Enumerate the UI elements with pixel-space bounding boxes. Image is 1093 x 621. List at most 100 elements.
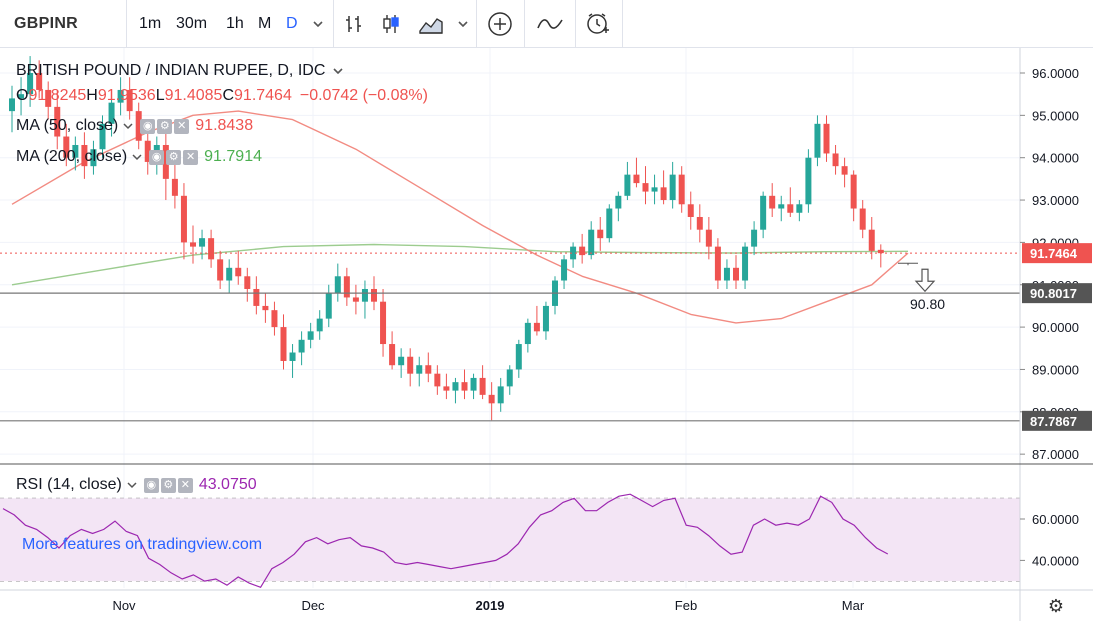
candle-body (787, 204, 794, 213)
high-value: 91.9536 (97, 87, 156, 104)
ohlc-legend: O 91.8245 H 91.9536 L 91.4085 C 91.7464 … (16, 87, 428, 105)
candle-body (506, 369, 513, 387)
candles-icon (383, 15, 399, 33)
interval-30m-button[interactable]: 30m (176, 15, 208, 32)
candle-body (497, 386, 504, 404)
candle-body (868, 229, 875, 251)
ma200-label: MA (200, close) (16, 148, 128, 165)
candle-body (805, 157, 812, 205)
candle-body (434, 373, 441, 387)
candle-body (180, 195, 187, 243)
close-icon[interactable]: ✕ (174, 118, 190, 134)
interval-day-button[interactable]: D (286, 15, 298, 32)
gear-icon[interactable]: ⚙ (166, 149, 182, 165)
interval-month-button[interactable]: M (258, 15, 272, 32)
candle-body (54, 106, 61, 137)
candle-body (199, 238, 206, 247)
candle-body (36, 73, 43, 90)
candle-body (823, 123, 830, 154)
close-icon[interactable]: ✕ (183, 149, 199, 165)
candle-body (669, 174, 676, 201)
candle-body (841, 166, 848, 175)
bar-style-button[interactable] (343, 0, 365, 48)
x-tick-label: 2019 (476, 598, 505, 613)
interval-1h-button[interactable]: 1h (226, 15, 244, 32)
ma50-legend: MA (50, close) ◉ ⚙ ✕ 91.8438 (16, 117, 253, 135)
chart-style-dropdown[interactable] (456, 0, 470, 48)
candle-body (742, 246, 749, 281)
gear-icon: ⚙ (1048, 596, 1064, 616)
indicators-button[interactable] (536, 0, 564, 48)
candle-body (244, 276, 251, 289)
candle-body (144, 140, 151, 162)
add-compare-icon (488, 12, 512, 36)
ma50-value: 91.8438 (195, 117, 254, 134)
compare-symbol-button[interactable] (487, 0, 513, 48)
chevron-down-icon[interactable] (331, 64, 345, 78)
down-arrow-icon (914, 268, 936, 293)
candle-body (515, 344, 522, 370)
x-tick-label: Mar (842, 598, 865, 613)
rsi-band (0, 498, 1020, 582)
chart-canvas[interactable]: 90.80 96.000095.000094.000093.000092.000… (0, 48, 1093, 621)
ma50-layer (11, 110, 909, 324)
candle-body (162, 144, 169, 179)
candle-body (561, 259, 568, 281)
chevron-down-icon[interactable] (122, 120, 134, 132)
tradingview-watermark[interactable]: More features on tradingview.com (22, 536, 263, 553)
toolbar-divider (476, 0, 477, 48)
close-icon[interactable]: ✕ (177, 477, 193, 493)
axes: 96.000095.000094.000093.000092.000091.00… (0, 48, 1093, 621)
eye-icon[interactable]: ◉ (140, 118, 156, 134)
main-legend-title: BRITISH POUND / INDIAN RUPEE, D, IDC (16, 62, 345, 80)
candle-body (723, 267, 730, 281)
candle-body (425, 365, 432, 374)
candle-body (452, 382, 459, 391)
candle-body (389, 344, 396, 366)
area-style-button[interactable] (418, 0, 444, 48)
candle-body (696, 216, 703, 230)
area-chart-icon (419, 18, 443, 34)
rsi-controls: ◉ ⚙ ✕ (143, 477, 193, 493)
toolbar-divider (333, 0, 334, 48)
interval-dropdown[interactable] (311, 0, 325, 48)
candle-style-button[interactable] (380, 0, 402, 48)
eye-icon[interactable]: ◉ (143, 477, 159, 493)
candle-body (751, 229, 758, 247)
gear-icon[interactable]: ⚙ (160, 477, 176, 493)
chevron-down-icon[interactable] (126, 479, 138, 491)
candle-body (769, 195, 776, 209)
interval-1m-button[interactable]: 1m (139, 15, 162, 32)
annotation-label: 90.80 (910, 296, 945, 312)
candle-body (380, 301, 387, 345)
chevron-down-icon[interactable] (131, 151, 143, 163)
eye-icon[interactable]: ◉ (149, 149, 165, 165)
alert-clock-icon (587, 13, 609, 34)
low-value: 91.4085 (164, 87, 223, 104)
gear-icon[interactable]: ⚙ (157, 118, 173, 134)
horizontal-lines: 90.80 (0, 252, 1020, 422)
candle-body (832, 153, 839, 167)
symbol-search-button[interactable]: GBPINR (14, 15, 79, 32)
candle-body (416, 365, 423, 374)
candle-body (479, 377, 486, 395)
candle-body (81, 144, 88, 167)
candle-body (190, 242, 196, 247)
candles-layer (9, 56, 884, 421)
open-label: O (16, 87, 29, 104)
candle-body (307, 331, 314, 340)
candle-body (524, 322, 531, 345)
ma200-legend: MA (200, close) ◉ ⚙ ✕ 91.7914 (16, 148, 262, 166)
candle-body (217, 259, 224, 281)
y-tick-label: 96.0000 (1032, 66, 1079, 81)
candle-body (760, 195, 767, 230)
y-tick-label: 90.0000 (1032, 320, 1079, 335)
candle-body (63, 136, 70, 158)
candle-body (126, 89, 133, 112)
alert-button[interactable] (585, 0, 611, 48)
ma50-label: MA (50, close) (16, 117, 119, 134)
indicators-icon (537, 19, 563, 29)
candle-body (624, 174, 631, 196)
annotation-leader (898, 262, 918, 266)
candle-body (334, 276, 341, 294)
